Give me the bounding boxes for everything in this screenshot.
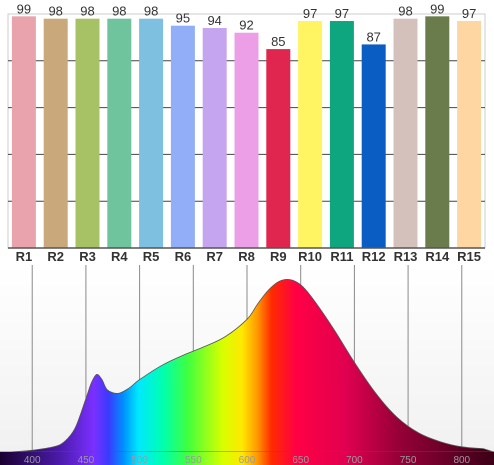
cri-value-label-r15: 97 [462, 6, 476, 21]
cri-bar-r8 [234, 32, 259, 248]
cri-category-label-r13: R13 [394, 249, 418, 264]
cri-value-label-r13: 98 [398, 4, 412, 19]
cri-category-label-r11: R11 [330, 249, 353, 264]
cri-bar-r14 [425, 16, 450, 249]
cri-value-label-r10: 97 [303, 6, 317, 21]
spd-tick-label-400: 400 [24, 455, 41, 465]
cri-value-label-r4: 98 [112, 4, 126, 19]
cri-bar-r13 [393, 18, 418, 249]
cri-category-label-r14: R14 [425, 249, 450, 264]
cri-bar-r5 [139, 18, 164, 249]
cri-value-label-r5: 98 [144, 4, 158, 19]
cri-bar-r3 [75, 18, 100, 249]
spd-tick-label-500: 500 [131, 455, 148, 465]
cri-category-label-r5: R5 [143, 249, 160, 264]
cri-value-label-r14: 99 [430, 1, 444, 16]
cri-value-label-r1: 99 [17, 1, 31, 16]
cri-value-label-r12: 87 [366, 29, 380, 44]
cri-bar-r2 [43, 18, 68, 249]
spd-tick-label-750: 750 [400, 455, 417, 465]
cri-category-label-r10: R10 [298, 249, 322, 264]
cri-value-label-r3: 98 [80, 4, 94, 19]
cri-category-label-r1: R1 [16, 249, 33, 264]
cri-category-label-r4: R4 [111, 249, 128, 264]
spd-tick-label-700: 700 [346, 455, 363, 465]
cri-bar-r6 [170, 25, 195, 249]
cri-bar-r15 [457, 21, 482, 248]
cri-value-label-r6: 95 [176, 11, 190, 26]
cri-value-label-r9: 85 [271, 34, 285, 49]
spd-x-axis-band [0, 452, 494, 465]
spd-tick-label-800: 800 [453, 455, 470, 465]
cri-bar-r12 [361, 44, 386, 248]
cri-value-label-r11: 97 [335, 6, 349, 21]
cri-bar-r10 [298, 21, 323, 248]
spd-tick-label-450: 450 [78, 455, 95, 465]
spd-tick-label-550: 550 [185, 455, 202, 465]
cri-category-label-r3: R3 [79, 249, 96, 264]
cri-category-label-r9: R9 [270, 249, 287, 264]
cri-bar-r7 [202, 28, 227, 248]
spectrum-area-chart: 400 450 500 550 600 650 700 750 800 [0, 265, 494, 465]
cri-category-label-r15: R15 [457, 249, 481, 264]
cri-value-label-r2: 98 [48, 4, 62, 19]
cri-category-label-r6: R6 [175, 249, 192, 264]
spd-tick-label-650: 650 [292, 455, 309, 465]
cri-category-label-r7: R7 [206, 249, 223, 264]
cri-value-label-r8: 92 [239, 18, 253, 33]
cri-category-label-r8: R8 [238, 249, 255, 264]
cri-category-label-r2: R2 [47, 249, 64, 264]
cri-value-label-r7: 94 [207, 13, 221, 28]
cri-value-labels: 99 98 98 98 98 95 94 92 85 97 97 87 98 99 97 [17, 1, 477, 49]
spd-tick-label-600: 600 [239, 455, 256, 465]
cri-bars [11, 16, 482, 249]
cri-bar-r1 [11, 16, 36, 249]
cri-bar-r11 [329, 21, 354, 248]
cri-category-labels: R1 R2 R3 R4 R5 R6 R7 R8 R9 R10 R11 R12 R13 R14 R15 [16, 249, 481, 264]
spd-area [0, 278, 494, 453]
cri-bar-r4 [107, 18, 132, 249]
cri-bar-r9 [266, 49, 291, 248]
cri-category-label-r12: R12 [362, 249, 386, 264]
spd-tick-labels: 400 450 500 550 600 650 700 750 800 [24, 455, 471, 465]
